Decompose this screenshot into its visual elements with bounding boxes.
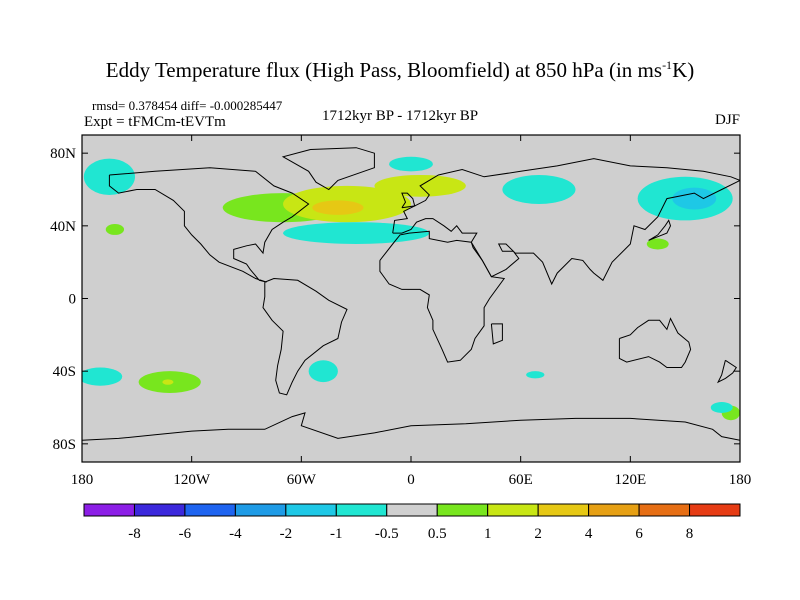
colorbar-swatch <box>83 503 135 517</box>
coastline-north-america <box>108 167 310 283</box>
lat-label: 40S <box>53 364 76 380</box>
lon-label: 120E <box>614 472 646 488</box>
anomaly-japan-positive <box>646 238 669 250</box>
coastline-greenland <box>281 147 375 191</box>
colorbar-label: -8 <box>128 526 141 542</box>
anomaly-n-atlantic-negative <box>283 222 430 245</box>
coastline-australia <box>618 317 692 368</box>
anomaly-n-atlantic-core-orange <box>312 200 364 215</box>
coastline-antarctica <box>82 412 740 441</box>
anomaly-s-indian-negative <box>526 371 545 379</box>
period-label: 1712kyr BP - 1712kyr BP <box>322 108 479 124</box>
colorbar-label: 4 <box>585 526 593 542</box>
lon-label: 120W <box>173 472 211 488</box>
coastlines <box>82 147 740 441</box>
anomaly-s-pacific-negative <box>82 367 123 386</box>
anomaly-siberia-negative <box>502 174 576 205</box>
season-label: DJF <box>714 112 740 128</box>
colorbar-swatch <box>487 503 539 517</box>
colorbar-swatch <box>133 503 186 517</box>
lon-label: 60W <box>287 472 317 488</box>
anomaly-s-america-negative <box>308 360 338 383</box>
anomaly-layer <box>82 156 740 421</box>
colorbar-swatch <box>234 503 287 517</box>
lat-label: 80S <box>53 437 76 453</box>
lat-label: 80N <box>50 146 76 162</box>
coastline-japan <box>648 219 672 241</box>
colorbar-label: -1 <box>330 526 343 542</box>
coastline-new-zealand <box>716 359 737 384</box>
lon-label: 0 <box>407 472 415 488</box>
coastline-uk <box>401 192 416 209</box>
anomaly-e-asia-core-negative <box>672 187 717 210</box>
colorbar-swatch <box>386 503 438 517</box>
anomaly-arctic-negative <box>389 156 433 172</box>
experiment-label: Expt = tFMCm-tEVTm <box>84 114 226 130</box>
colorbar-label: -4 <box>229 526 242 542</box>
colorbar-label: 1 <box>484 526 492 542</box>
anomaly-pacific-positive <box>105 224 125 235</box>
lat-label: 40N <box>50 219 76 235</box>
chart-title: Eddy Temperature flux (High Pass, Bloomf… <box>105 58 695 82</box>
coastline-africa <box>379 230 506 363</box>
colorbar-swatch <box>689 503 741 517</box>
colorbar-label: -2 <box>280 526 293 542</box>
colorbar-swatch <box>335 503 388 517</box>
colorbar-label: 2 <box>534 526 542 542</box>
lon-label: 60E <box>509 472 533 488</box>
lon-label: 180 <box>71 472 94 488</box>
colorbar-swatch <box>537 503 590 517</box>
colorbar-label: -6 <box>179 526 192 542</box>
coastline-south-america <box>262 277 348 396</box>
lon-label: 180 <box>729 472 752 488</box>
colorbar-swatch <box>285 503 337 517</box>
anomaly-s-pacific-e-negative <box>710 402 733 413</box>
colorbar-swatch <box>588 503 640 517</box>
coastline-eurasia <box>392 158 740 286</box>
colorbar-label: -0.5 <box>375 526 399 542</box>
coastline-madagascar <box>490 323 503 345</box>
colorbar-swatch <box>638 503 691 517</box>
colorbar-label: 0.5 <box>428 526 447 542</box>
lat-label: 0 <box>69 292 77 308</box>
anomaly-s-pacific-core <box>162 379 174 385</box>
colorbar-swatch <box>436 503 489 517</box>
colorbar-swatch <box>184 503 236 517</box>
colorbar-label: 6 <box>635 526 643 542</box>
colorbar-label: 8 <box>686 526 694 542</box>
stats-label: rmsd= 0.378454 diff= -0.000285447 <box>92 98 283 113</box>
